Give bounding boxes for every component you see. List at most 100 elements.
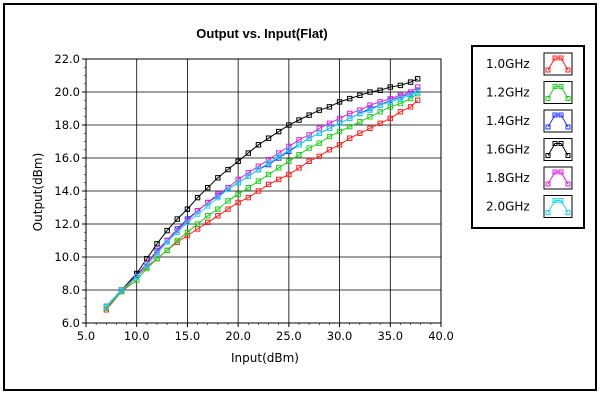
data-point	[387, 104, 393, 110]
y-tick-label: 20.0	[54, 85, 80, 99]
legend-marker	[565, 124, 571, 130]
data-point	[414, 89, 421, 95]
data-point	[367, 125, 373, 131]
legend-line	[547, 143, 569, 156]
legend-label: 1.8GHz	[486, 171, 530, 185]
data-point	[296, 117, 302, 123]
data-point	[414, 97, 421, 103]
x-tick-label: 15.0	[175, 329, 201, 343]
data-point	[245, 185, 251, 191]
y-tick-label: 16.0	[54, 151, 80, 165]
x-tick-label: 30.0	[327, 329, 353, 343]
data-point	[397, 109, 404, 115]
data-point	[316, 107, 322, 113]
data-point	[407, 104, 414, 110]
data-point	[306, 112, 312, 118]
data-point	[414, 76, 421, 82]
data-point	[367, 102, 373, 108]
data-point	[336, 142, 343, 148]
legend-line	[547, 171, 569, 185]
data-point	[306, 135, 312, 141]
y-tick-label: 14.0	[54, 184, 80, 198]
x-tick-label: 35.0	[377, 329, 403, 343]
data-point	[225, 206, 231, 212]
legend-marker	[552, 84, 558, 89]
legend-marker	[552, 198, 558, 203]
data-point	[326, 133, 333, 140]
legend-marker	[552, 169, 558, 175]
data-point	[215, 175, 221, 181]
data-point	[306, 132, 312, 138]
data-point	[316, 125, 322, 131]
legend-label: 1.6GHz	[486, 143, 530, 157]
data-point	[357, 130, 363, 136]
data-point	[194, 221, 201, 227]
data-point	[154, 241, 160, 247]
series-line	[105, 78, 418, 307]
series-line	[105, 91, 418, 307]
legend-swatch	[543, 138, 573, 161]
data-point	[225, 198, 231, 204]
data-point	[164, 247, 170, 254]
data-point	[194, 194, 201, 201]
legend-line	[547, 86, 569, 99]
legend-marker	[545, 210, 551, 215]
y-tick-label: 10.0	[54, 250, 80, 264]
data-point	[326, 104, 333, 110]
data-point	[296, 137, 302, 143]
series-1.2GHz	[103, 90, 421, 311]
legend-marker	[558, 141, 564, 146]
data-point	[316, 153, 322, 160]
data-point	[174, 237, 180, 244]
legend-marker	[545, 67, 551, 73]
data-point	[235, 199, 241, 206]
data-point	[336, 115, 343, 122]
data-point	[367, 114, 373, 120]
data-point	[215, 194, 221, 201]
legend-label: 1.4GHz	[486, 114, 530, 128]
legend-marker	[558, 198, 564, 203]
data-point	[174, 229, 180, 235]
y-tick-label: 8.0	[62, 283, 80, 297]
legend-marker	[565, 153, 571, 158]
x-tick-label: 20.0	[225, 329, 251, 343]
data-point	[276, 128, 282, 135]
data-point	[387, 95, 393, 102]
data-point	[235, 191, 241, 198]
x-axis-label: Input(dBm)	[231, 351, 299, 365]
data-point	[255, 142, 262, 148]
data-point	[255, 178, 262, 184]
data-point	[347, 115, 353, 122]
data-point	[407, 95, 414, 102]
data-point	[336, 120, 343, 127]
legend-marker	[552, 112, 558, 118]
data-point	[235, 180, 241, 186]
x-tick-label: 40.0	[428, 329, 454, 343]
data-point	[255, 166, 262, 173]
data-point	[286, 171, 292, 178]
legend-marker	[558, 84, 564, 89]
data-point	[235, 176, 241, 183]
data-point	[397, 82, 404, 89]
legend: 1.0GHz 1.2GHz 1.4GHz 1.6GHz 1.8GHz 2.0GHz	[471, 45, 585, 229]
data-point	[306, 158, 312, 165]
data-point	[357, 119, 363, 125]
data-point	[255, 188, 262, 194]
data-point	[326, 147, 333, 153]
data-point	[387, 115, 393, 122]
legend-swatch	[543, 195, 573, 218]
data-point	[286, 158, 292, 165]
data-point	[205, 219, 211, 226]
x-tick-label: 5.0	[77, 329, 95, 343]
data-point	[245, 150, 251, 156]
series-1.6GHz	[103, 76, 421, 310]
data-point	[184, 229, 191, 235]
legend-marker	[545, 124, 551, 130]
legend-marker	[565, 181, 571, 187]
data-point	[265, 171, 272, 178]
axis-ticks: 5.0 10.0 15.0 20.0 25.0 30.0 35.0 40.0 6.0 8.0 10.…	[54, 52, 453, 343]
data-point	[164, 239, 170, 245]
data-point	[265, 160, 272, 166]
data-point	[377, 109, 383, 115]
data-point	[118, 287, 125, 293]
